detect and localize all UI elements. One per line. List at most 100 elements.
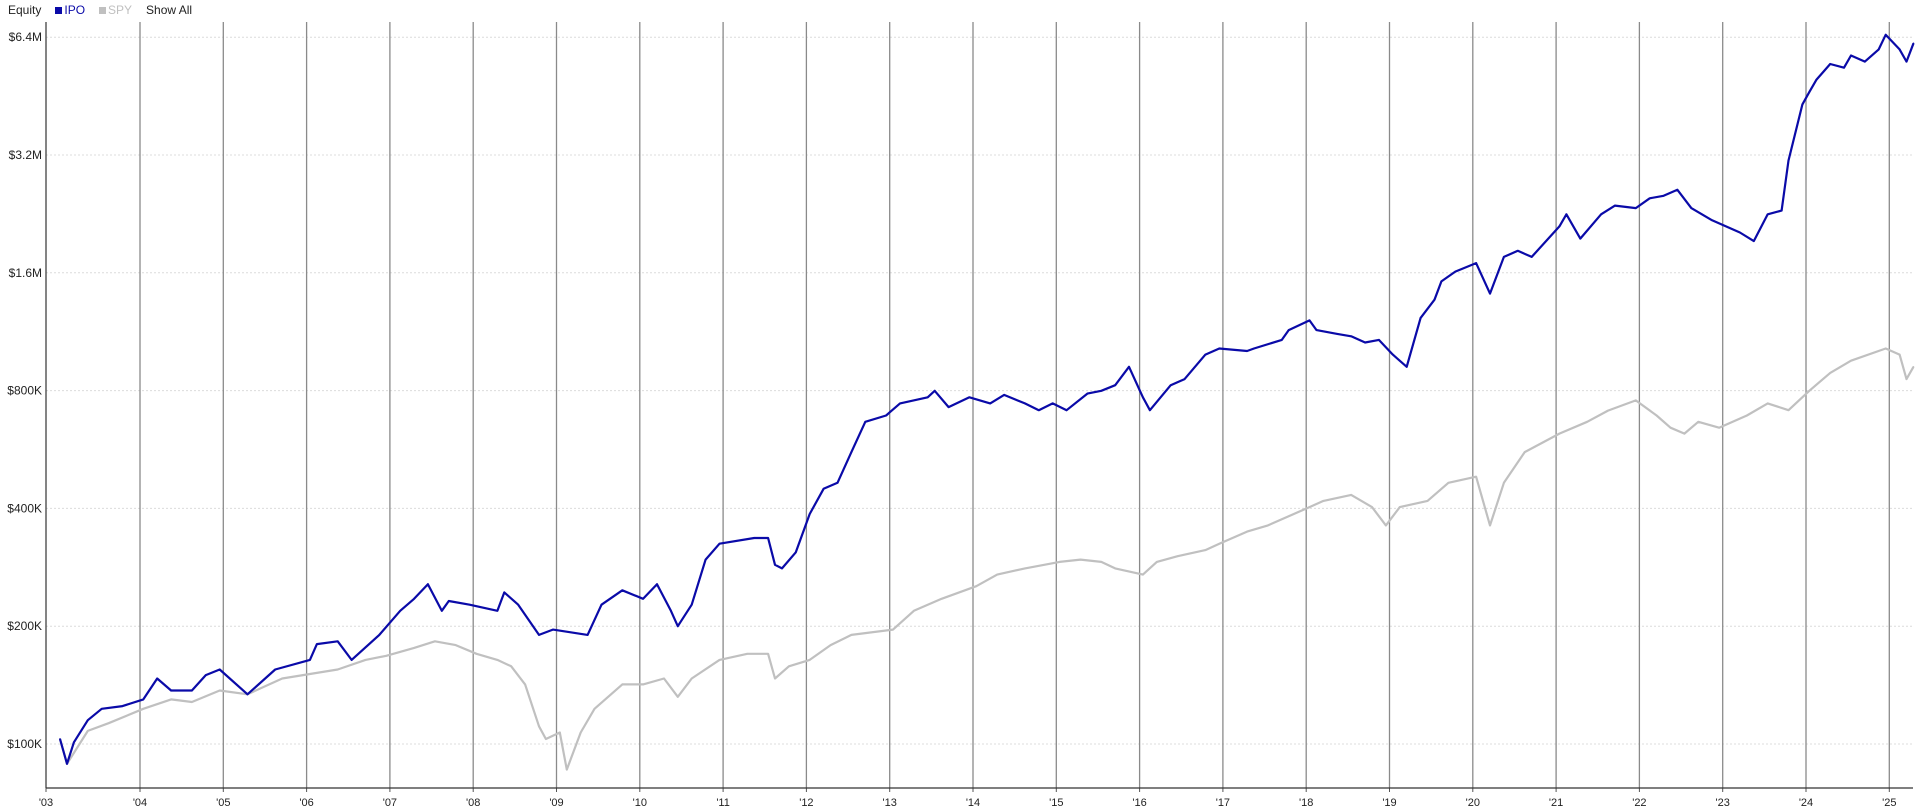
- data-point: [1038, 409, 1040, 411]
- data-point: [364, 659, 367, 661]
- data-point: [1079, 558, 1082, 561]
- data-point: [441, 609, 443, 612]
- show-all-button[interactable]: Show All: [146, 3, 193, 17]
- data-point: [795, 551, 797, 554]
- data-point: [774, 677, 776, 680]
- x-tick-label: '04: [133, 797, 147, 809]
- data-point: [767, 537, 769, 539]
- x-tick-label: '07: [383, 797, 397, 809]
- spy-swatch-icon: [99, 6, 107, 14]
- data-point: [552, 628, 554, 631]
- data-point: [1100, 561, 1103, 563]
- data-point: [1558, 225, 1561, 228]
- data-point: [1475, 475, 1477, 478]
- data-point: [1787, 159, 1790, 162]
- data-point: [808, 659, 811, 661]
- data-point: [746, 653, 749, 655]
- data-point: [1516, 250, 1519, 252]
- data-point: [59, 738, 61, 740]
- data-point: [656, 583, 658, 586]
- data-point: [524, 683, 526, 686]
- data-point: [1884, 347, 1887, 350]
- data-point: [774, 564, 776, 566]
- data-point: [1808, 390, 1811, 392]
- data-point: [399, 609, 401, 612]
- legend-item-ipo[interactable]: IPO: [55, 3, 85, 17]
- data-point: [1378, 339, 1380, 341]
- data-point: [1149, 409, 1151, 411]
- data-point: [274, 668, 277, 671]
- data-point: [1142, 396, 1144, 399]
- data-point: [1322, 500, 1325, 502]
- data-point: [218, 689, 221, 692]
- data-point: [1607, 409, 1609, 412]
- x-tick-label: '25: [1882, 797, 1896, 809]
- data-point: [73, 741, 75, 744]
- y-tick-label: $6.4M: [9, 30, 42, 44]
- data-point: [142, 698, 145, 701]
- data-point: [704, 558, 707, 561]
- data-point: [1392, 353, 1394, 356]
- data-point: [1503, 482, 1505, 484]
- ipo-swatch-icon: [55, 6, 63, 14]
- series-ipo: [58, 33, 1915, 765]
- x-tick-label: '14: [966, 797, 980, 809]
- x-tick-label: '16: [1132, 797, 1146, 809]
- data-point: [191, 689, 193, 692]
- data-point: [1086, 392, 1089, 395]
- data-point: [621, 683, 624, 686]
- data-point: [1850, 54, 1852, 57]
- data-point: [1600, 213, 1602, 216]
- data-point: [503, 591, 506, 594]
- data-point: [1815, 79, 1818, 81]
- data-point: [1114, 567, 1116, 570]
- x-tick-label: '12: [799, 797, 813, 809]
- data-point: [1253, 347, 1255, 350]
- data-point: [1565, 213, 1568, 216]
- data-point: [309, 659, 311, 661]
- data-point: [427, 583, 429, 586]
- x-tick-label: '18: [1299, 797, 1313, 809]
- data-point: [86, 719, 89, 722]
- data-point: [1905, 60, 1908, 63]
- x-tick-label: '06: [299, 797, 313, 809]
- data-point: [1128, 366, 1130, 368]
- data-point: [538, 634, 540, 636]
- data-point: [1280, 339, 1283, 341]
- data-point: [808, 513, 811, 515]
- series-spy: [58, 347, 1915, 771]
- data-point: [1683, 432, 1686, 435]
- data-point: [1440, 280, 1443, 283]
- data-point: [1336, 333, 1339, 335]
- data-point: [1752, 240, 1755, 242]
- data-point: [1051, 402, 1054, 405]
- data-point: [1766, 402, 1769, 405]
- data-point: [191, 701, 193, 703]
- data-point: [1523, 451, 1526, 453]
- data-point: [864, 420, 867, 423]
- data-point: [205, 674, 207, 676]
- data-point: [1024, 567, 1026, 570]
- data-point: [66, 763, 68, 765]
- data-point: [1787, 409, 1790, 411]
- data-point: [1246, 530, 1248, 533]
- data-point: [1204, 353, 1207, 356]
- data-point: [913, 609, 915, 612]
- data-point: [350, 659, 353, 661]
- data-point: [1530, 256, 1533, 258]
- chart-legend: Equity IPO SPY Show All: [8, 2, 192, 18]
- data-point: [1850, 359, 1852, 362]
- data-point: [1350, 335, 1352, 338]
- data-point: [1489, 524, 1491, 527]
- data-point: [86, 730, 89, 732]
- data-point: [579, 731, 582, 734]
- data-point: [1614, 204, 1616, 207]
- x-tick-label: '05: [216, 797, 230, 809]
- legend-item-spy[interactable]: SPY: [99, 3, 132, 17]
- data-point: [1877, 48, 1880, 51]
- data-point: [1829, 372, 1831, 374]
- data-point: [1690, 207, 1693, 209]
- y-tick-label: $400K: [7, 501, 42, 515]
- data-point: [836, 482, 839, 484]
